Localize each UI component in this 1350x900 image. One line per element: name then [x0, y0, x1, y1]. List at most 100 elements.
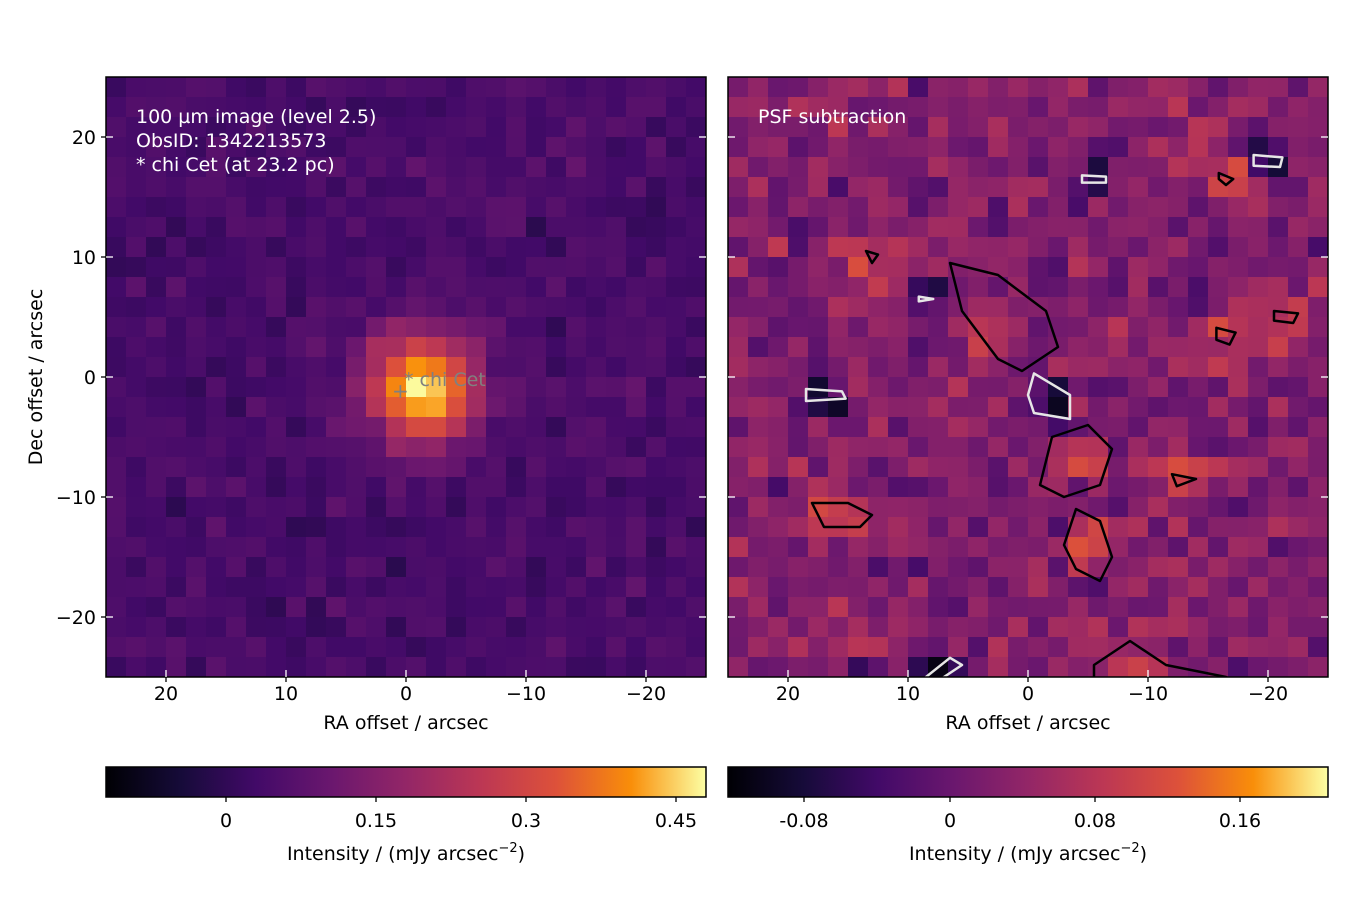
heatmap-cell — [1208, 657, 1229, 677]
heatmap-cell — [346, 517, 367, 538]
heatmap-cell — [1048, 457, 1069, 478]
heatmap-cell — [286, 317, 307, 338]
heatmap-cell — [126, 657, 147, 677]
left-x-tick-labels: 20 10 0 −10 −20 — [154, 683, 666, 705]
heatmap-cell — [1228, 637, 1249, 658]
heatmap-cell — [366, 457, 387, 478]
heatmap-cell — [1208, 237, 1229, 258]
heatmap-cell — [206, 237, 227, 258]
heatmap-cell — [1068, 597, 1089, 618]
heatmap-cell — [1128, 377, 1149, 398]
heatmap-cell — [486, 97, 507, 118]
heatmap-cell — [1188, 297, 1209, 318]
heatmap-cell — [146, 497, 167, 518]
heatmap-cell — [848, 557, 869, 578]
x-tick-label: −10 — [506, 683, 546, 705]
heatmap-cell — [506, 217, 527, 238]
heatmap-cell — [326, 197, 347, 218]
heatmap-cell — [586, 317, 607, 338]
contour-negative — [924, 656, 964, 677]
heatmap-cell — [1108, 417, 1129, 438]
heatmap-cell — [1308, 157, 1328, 178]
heatmap-cell — [106, 217, 127, 238]
heatmap-cell — [788, 657, 809, 677]
heatmap-cell — [1068, 457, 1089, 478]
heatmap-cell — [1188, 517, 1209, 538]
heatmap-cell — [1288, 377, 1309, 398]
heatmap-cell — [788, 537, 809, 558]
heatmap-cell — [246, 377, 267, 398]
heatmap-cell — [788, 117, 809, 138]
heatmap-cell — [1148, 197, 1169, 218]
heatmap-cell — [1028, 537, 1049, 558]
heatmap-cell — [586, 297, 607, 318]
heatmap-cell — [426, 237, 447, 258]
heatmap-cell — [808, 657, 829, 677]
heatmap-cell — [406, 297, 427, 318]
heatmap-cell — [1048, 297, 1069, 318]
heatmap-cell — [908, 117, 929, 138]
heatmap-cell — [246, 297, 267, 318]
heatmap-cell — [266, 517, 287, 538]
heatmap-cell — [1008, 297, 1029, 318]
heatmap-cell — [606, 177, 627, 198]
heatmap-cell — [1308, 117, 1328, 138]
heatmap-cell — [466, 237, 487, 258]
heatmap-cell — [226, 77, 247, 98]
heatmap-cell — [226, 257, 247, 278]
heatmap-cell — [988, 217, 1009, 238]
heatmap-cell — [546, 517, 567, 538]
heatmap-cell — [1028, 597, 1049, 618]
heatmap-cell — [1288, 397, 1309, 418]
heatmap-cell — [686, 477, 706, 498]
heatmap-cell — [666, 237, 687, 258]
heatmap-cell — [466, 517, 487, 538]
heatmap-cell — [686, 117, 706, 138]
heatmap-cell — [988, 377, 1009, 398]
heatmap-cell — [848, 597, 869, 618]
heatmap-cell — [106, 597, 127, 618]
heatmap-cell — [586, 337, 607, 358]
heatmap-cell — [1208, 557, 1229, 578]
heatmap-cell — [848, 97, 869, 118]
heatmap-cell — [1228, 357, 1249, 378]
heatmap-cell — [626, 457, 647, 478]
right-x-axis-label: RA offset / arcsec — [945, 712, 1110, 734]
heatmap-cell — [206, 317, 227, 338]
heatmap-cell — [1208, 117, 1229, 138]
heatmap-cell — [948, 417, 969, 438]
heatmap-cell — [146, 637, 167, 658]
heatmap-cell — [566, 157, 587, 178]
heatmap-cell — [306, 517, 327, 538]
heatmap-cell — [888, 77, 909, 98]
heatmap-cell — [566, 437, 587, 458]
heatmap-cell — [386, 177, 407, 198]
heatmap-cell — [1208, 297, 1229, 318]
heatmap-cell — [626, 297, 647, 318]
heatmap-cell — [1248, 77, 1269, 98]
heatmap-cell — [226, 277, 247, 298]
heatmap-cell — [326, 237, 347, 258]
heatmap-cell — [466, 417, 487, 438]
heatmap-cell — [868, 457, 889, 478]
heatmap-cell — [968, 557, 989, 578]
heatmap-cell — [1288, 617, 1309, 638]
heatmap-cell — [366, 97, 387, 118]
heatmap-cell — [1248, 657, 1269, 677]
heatmap-cell — [1068, 637, 1089, 658]
heatmap-cell — [1028, 277, 1049, 298]
heatmap-cell — [666, 417, 687, 438]
heatmap-cell — [106, 317, 127, 338]
heatmap-cell — [1288, 457, 1309, 478]
heatmap-cell — [928, 117, 949, 138]
heatmap-cell — [486, 637, 507, 658]
heatmap-cell — [366, 537, 387, 558]
heatmap-cell — [346, 337, 367, 358]
heatmap-cell — [586, 257, 607, 278]
heatmap-cell — [126, 637, 147, 658]
heatmap-cell — [566, 397, 587, 418]
heatmap-cell — [506, 277, 527, 298]
heatmap-cell — [1188, 457, 1209, 478]
heatmap-cell — [748, 597, 769, 618]
heatmap-cell — [126, 397, 147, 418]
